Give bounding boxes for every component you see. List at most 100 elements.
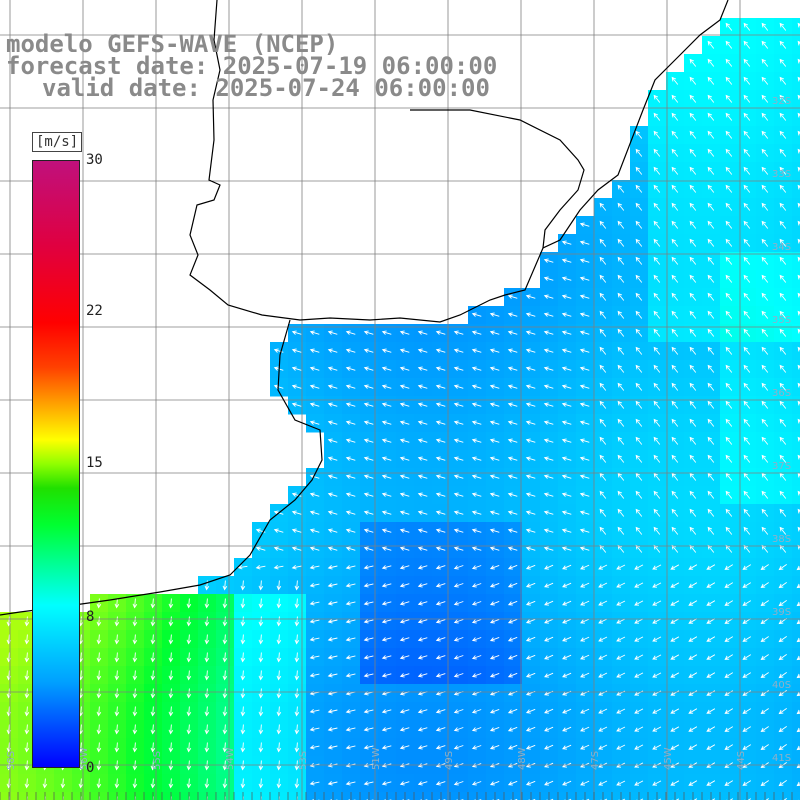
wind-arrow bbox=[635, 148, 643, 157]
wind-arrow bbox=[435, 510, 446, 515]
wind-arrow bbox=[525, 438, 536, 443]
wind-arrow bbox=[561, 456, 572, 461]
wind-arrow bbox=[671, 490, 679, 499]
wind-arrow bbox=[294, 634, 300, 645]
wind-arrow bbox=[168, 724, 174, 735]
wind-arrow bbox=[435, 366, 446, 371]
wind-arrow bbox=[363, 384, 374, 389]
wind-arrow bbox=[363, 348, 374, 353]
wind-arrow bbox=[309, 618, 320, 624]
wind-arrow bbox=[653, 130, 661, 139]
wind-arrow bbox=[204, 598, 210, 609]
wind-arrow bbox=[652, 744, 662, 750]
wind-arrow bbox=[507, 780, 518, 786]
wind-arrow bbox=[599, 418, 607, 427]
wind-arrow bbox=[399, 330, 410, 335]
wind-arrow bbox=[561, 312, 572, 317]
wind-arrow bbox=[617, 382, 625, 391]
wind-arrow bbox=[707, 58, 715, 67]
wind-arrow bbox=[327, 673, 338, 678]
wind-arrow bbox=[525, 654, 536, 660]
wind-arrow bbox=[653, 256, 661, 265]
wind-arrow bbox=[598, 654, 608, 660]
wind-arrow bbox=[724, 582, 734, 588]
wind-arrow bbox=[345, 637, 356, 642]
wind-arrow bbox=[797, 130, 800, 136]
wind-arrow bbox=[779, 94, 787, 103]
wind-arrow bbox=[653, 400, 661, 409]
wind-arrow bbox=[453, 546, 464, 551]
wind-arrow bbox=[724, 672, 734, 678]
wind-arrow bbox=[294, 616, 300, 627]
wind-arrow bbox=[327, 510, 338, 515]
wind-arrow bbox=[689, 418, 697, 427]
wind-arrow bbox=[291, 492, 302, 497]
wind-arrow bbox=[222, 652, 228, 663]
wind-arrow bbox=[453, 330, 464, 335]
lon-label: 56W bbox=[79, 747, 90, 770]
wind-arrow bbox=[96, 652, 102, 663]
wind-arrow bbox=[507, 510, 518, 515]
wind-arrow bbox=[562, 600, 572, 606]
wind-arrow bbox=[725, 364, 733, 373]
wind-arrow bbox=[525, 420, 536, 425]
wind-arrow bbox=[543, 348, 554, 353]
wind-arrow bbox=[222, 742, 228, 753]
wind-arrow bbox=[24, 652, 30, 663]
wind-arrow bbox=[725, 526, 733, 535]
wind-arrow bbox=[327, 601, 338, 606]
wind-arrow bbox=[653, 526, 661, 535]
wind-arrow bbox=[579, 420, 590, 425]
wind-arrow bbox=[779, 328, 787, 337]
wind-arrow bbox=[579, 366, 590, 371]
wind-arrow bbox=[617, 256, 625, 265]
wind-arrow bbox=[743, 112, 751, 121]
wind-arrow bbox=[471, 348, 482, 353]
wind-arrow bbox=[761, 328, 769, 337]
lon-label: 49S bbox=[444, 751, 455, 770]
wind-arrow bbox=[222, 778, 228, 789]
wind-arrow bbox=[327, 384, 338, 389]
wind-arrow bbox=[507, 546, 518, 551]
wind-arrow bbox=[453, 528, 464, 533]
wind-arrow bbox=[779, 148, 787, 157]
wind-arrow bbox=[779, 130, 787, 139]
wind-arrow bbox=[635, 382, 643, 391]
wind-arrow bbox=[561, 330, 572, 335]
wind-arrow bbox=[617, 472, 625, 481]
wind-arrow bbox=[363, 420, 374, 425]
wind-arrow bbox=[525, 672, 536, 678]
wind-arrow bbox=[579, 492, 590, 497]
wind-cell bbox=[792, 792, 800, 800]
wind-arrow bbox=[725, 400, 733, 409]
wind-arrows bbox=[6, 22, 800, 800]
wind-arrow bbox=[725, 22, 733, 31]
wind-arrow bbox=[399, 420, 410, 425]
wind-arrow bbox=[653, 238, 661, 247]
wind-arrow bbox=[417, 655, 428, 660]
wind-arrow bbox=[294, 688, 300, 699]
wind-arrow bbox=[742, 618, 752, 624]
wind-arrow bbox=[616, 780, 626, 786]
colorbar-label-15: 15 bbox=[86, 455, 103, 471]
wind-arrow bbox=[707, 130, 715, 139]
wind-arrow bbox=[417, 420, 428, 425]
wind-arrow bbox=[689, 184, 697, 193]
wind-arrow bbox=[507, 330, 518, 335]
wind-arrow bbox=[617, 328, 625, 337]
wind-cell bbox=[792, 594, 800, 613]
wind-arrow bbox=[471, 583, 482, 588]
wind-arrow bbox=[507, 618, 518, 624]
wind-arrow bbox=[507, 744, 518, 750]
wind-arrow bbox=[689, 220, 697, 229]
lat-label: 39S bbox=[772, 607, 791, 618]
wind-arrow bbox=[114, 634, 120, 645]
wind-arrow bbox=[653, 292, 661, 301]
wind-arrow bbox=[240, 598, 246, 609]
wind-arrow bbox=[671, 148, 679, 157]
wind-arrow bbox=[471, 456, 482, 461]
wind-arrow bbox=[725, 58, 733, 67]
wind-arrow bbox=[399, 781, 410, 786]
wind-arrow bbox=[761, 382, 769, 391]
colorbar bbox=[32, 160, 80, 768]
